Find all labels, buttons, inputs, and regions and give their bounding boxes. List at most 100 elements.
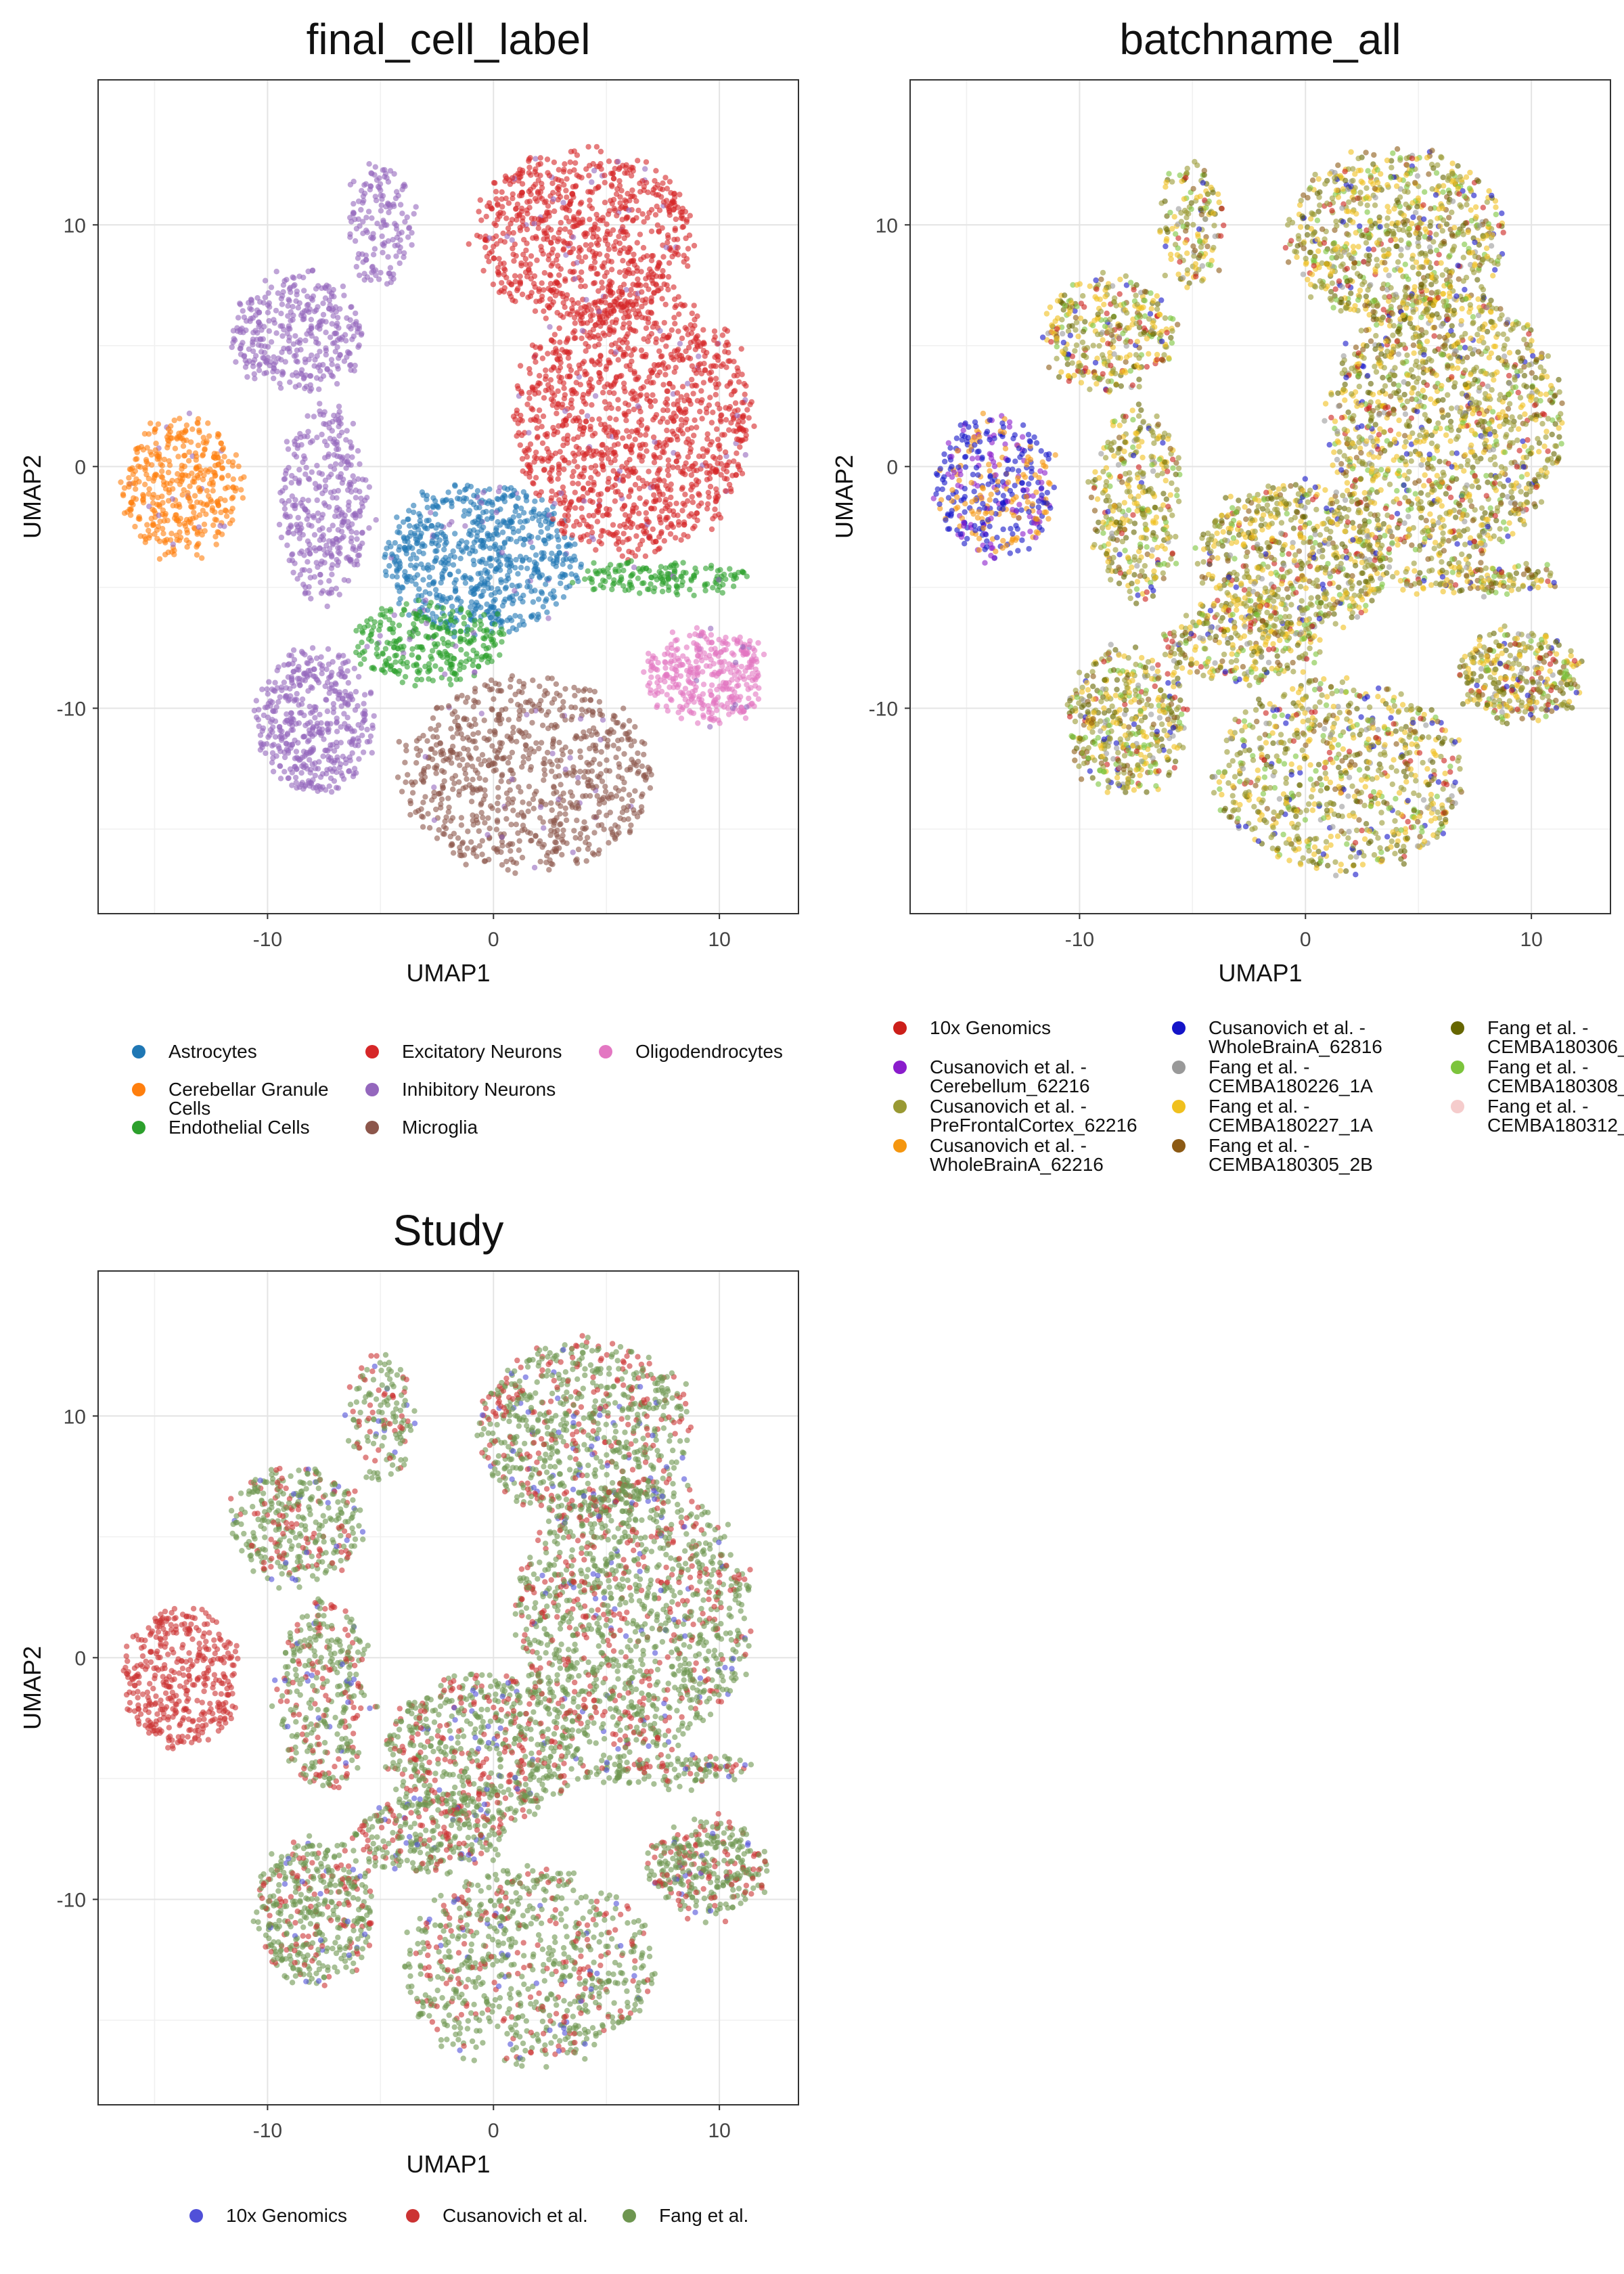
data-point xyxy=(195,442,202,449)
data-point xyxy=(302,455,308,462)
data-point xyxy=(432,498,438,504)
data-point xyxy=(505,225,512,231)
data-point xyxy=(609,200,615,207)
data-point xyxy=(597,361,603,367)
data-point xyxy=(429,648,436,654)
data-point xyxy=(179,466,185,472)
data-point xyxy=(262,294,268,300)
data-point xyxy=(626,535,632,542)
data-point xyxy=(304,293,311,300)
data-point xyxy=(371,619,378,625)
data-point xyxy=(336,355,342,361)
data-point xyxy=(392,640,399,646)
data-point xyxy=(713,497,719,504)
data-point xyxy=(551,393,558,399)
data-point xyxy=(387,265,394,271)
data-point xyxy=(538,707,545,714)
data-point xyxy=(396,622,403,629)
data-point xyxy=(531,280,537,287)
data-point xyxy=(583,242,589,248)
data-point xyxy=(586,538,592,545)
data-point xyxy=(464,631,470,638)
data-point xyxy=(506,629,512,635)
data-point xyxy=(470,647,476,654)
data-point xyxy=(509,175,516,181)
data-point xyxy=(539,185,545,191)
data-point xyxy=(662,175,669,181)
data-point xyxy=(484,601,490,607)
data-point xyxy=(290,531,297,537)
data-point xyxy=(432,663,438,669)
data-point xyxy=(555,357,561,363)
data-point xyxy=(556,183,562,190)
data-point xyxy=(629,193,635,199)
data-point xyxy=(311,532,318,538)
data-point xyxy=(597,353,604,359)
data-point xyxy=(623,334,629,340)
data-point xyxy=(671,369,677,375)
data-point xyxy=(438,523,445,529)
data-point xyxy=(551,235,557,241)
data-point xyxy=(536,373,543,379)
data-point xyxy=(174,434,180,441)
data-point xyxy=(650,484,656,490)
data-point xyxy=(145,527,152,534)
data-point xyxy=(476,504,482,511)
data-point xyxy=(291,669,297,675)
data-point xyxy=(230,459,236,465)
data-point xyxy=(210,482,216,488)
data-point xyxy=(703,405,710,411)
data-point xyxy=(401,534,407,540)
data-point xyxy=(342,332,348,338)
data-point xyxy=(191,510,197,516)
data-point xyxy=(422,663,428,669)
data-point xyxy=(268,284,275,290)
data-point xyxy=(414,644,420,650)
data-point xyxy=(286,323,292,329)
data-point xyxy=(394,582,401,588)
data-point xyxy=(221,453,227,460)
data-point xyxy=(560,294,566,300)
data-point xyxy=(406,508,412,514)
data-point xyxy=(631,466,637,472)
data-point xyxy=(707,483,714,490)
data-point xyxy=(545,615,551,621)
data-point xyxy=(581,486,587,492)
data-point xyxy=(668,494,674,501)
data-point xyxy=(275,743,281,749)
data-point xyxy=(449,500,455,506)
data-point xyxy=(608,182,614,188)
data-point xyxy=(166,438,172,444)
data-point xyxy=(300,581,307,587)
data-point xyxy=(342,700,348,707)
data-point xyxy=(651,453,658,460)
data-point xyxy=(313,485,319,492)
data-point xyxy=(317,579,323,585)
data-point xyxy=(581,455,587,462)
data-point xyxy=(452,585,459,592)
data-point xyxy=(476,775,482,782)
data-point xyxy=(529,384,535,391)
data-point xyxy=(215,462,221,468)
data-point xyxy=(477,197,483,203)
data-point xyxy=(637,541,644,548)
data-point xyxy=(361,700,367,707)
data-point xyxy=(664,467,671,474)
data-point xyxy=(471,493,477,499)
data-point xyxy=(565,355,572,361)
data-point xyxy=(218,509,224,516)
data-point xyxy=(737,444,743,450)
data-point xyxy=(208,499,215,505)
data-point xyxy=(517,518,523,525)
data-point xyxy=(368,631,374,638)
data-point xyxy=(514,539,520,545)
data-point xyxy=(339,455,345,462)
data-point xyxy=(523,554,529,561)
data-point xyxy=(500,545,506,551)
data-point xyxy=(292,497,298,503)
data-point xyxy=(572,160,579,166)
data-point xyxy=(723,342,729,349)
data-point xyxy=(426,591,433,597)
data-point xyxy=(352,362,358,369)
data-point xyxy=(222,507,229,514)
